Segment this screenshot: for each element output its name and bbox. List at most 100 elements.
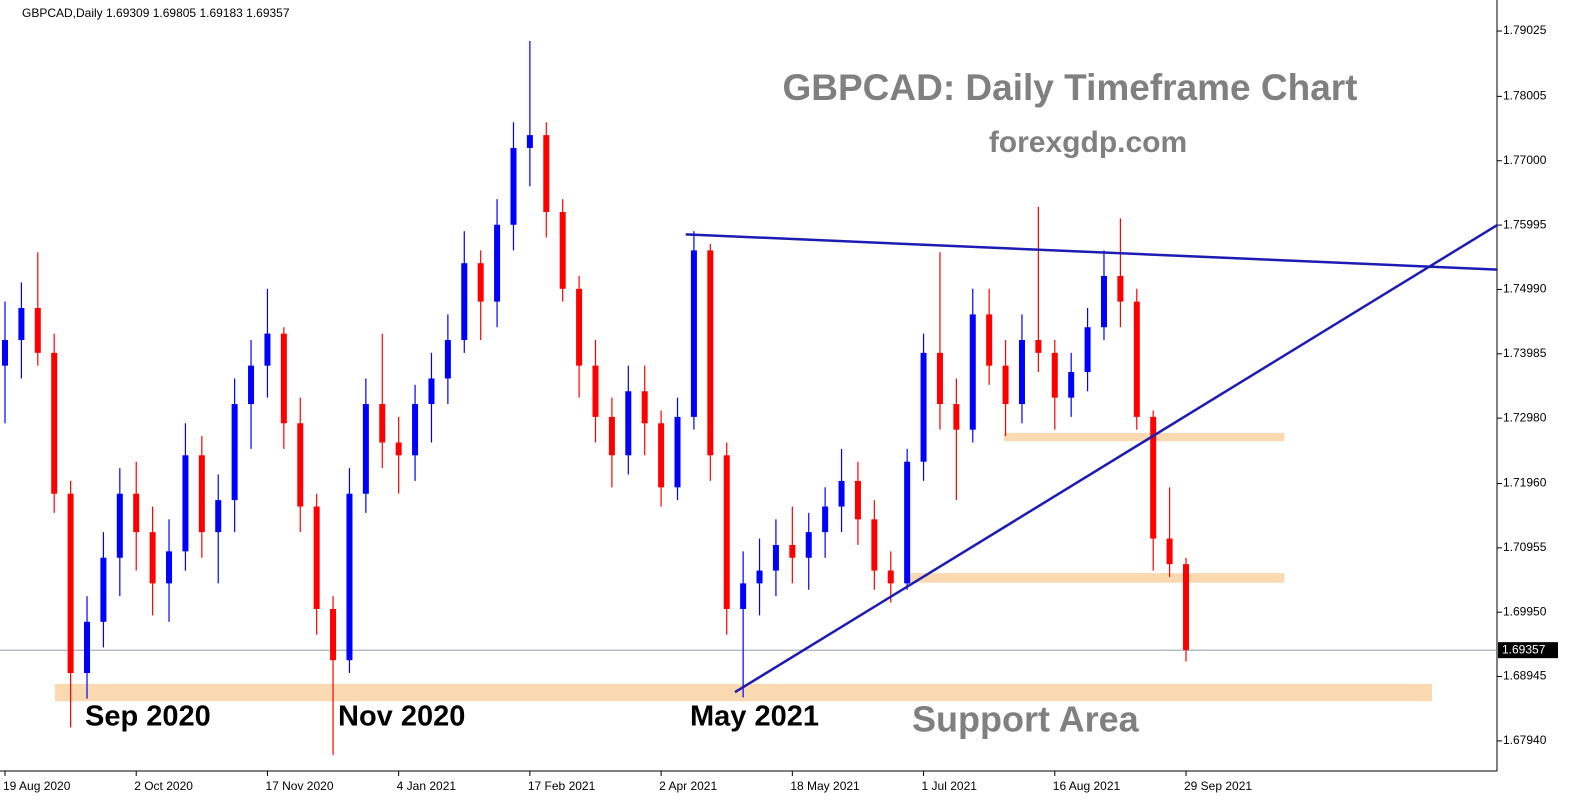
x-tick-label: 29 Sep 2021 — [1184, 779, 1252, 793]
candle-body — [84, 621, 91, 674]
candle-body — [133, 493, 140, 533]
candle-body — [838, 480, 845, 507]
candle-body — [1150, 416, 1157, 539]
candle-body — [887, 570, 894, 584]
candle-body — [412, 404, 419, 456]
chart-subtitle: forexgdp.com — [989, 126, 1187, 159]
x-tick-label: 17 Nov 2020 — [265, 779, 333, 793]
candle-body — [395, 442, 402, 456]
candle-body — [723, 455, 730, 609]
candle-body — [346, 493, 353, 661]
zone — [905, 573, 1285, 583]
candle-body — [658, 423, 665, 488]
trendline — [734, 223, 1499, 694]
candle-body — [248, 365, 255, 405]
candle-body — [67, 493, 74, 674]
candle-body — [805, 532, 812, 558]
candle-body — [362, 404, 369, 494]
candle-body — [1018, 340, 1025, 405]
candle-body — [198, 455, 205, 533]
candle-body — [543, 135, 550, 212]
y-tick-label: 1.75995 — [1503, 217, 1547, 231]
y-tick-label: 1.74990 — [1503, 282, 1547, 296]
x-tick-label: 2 Oct 2020 — [134, 779, 193, 793]
candle-body — [100, 557, 107, 622]
candle-body — [18, 308, 25, 341]
candle-body — [1100, 275, 1107, 328]
candle-body — [182, 455, 189, 552]
chart-title: GBPCAD: Daily Timeframe Chart — [782, 67, 1357, 108]
candle-body — [166, 551, 173, 584]
y-tick-label: 1.78005 — [1503, 89, 1547, 103]
x-tick-label: 2 Apr 2021 — [659, 779, 717, 793]
candle-body — [461, 263, 468, 341]
y-tick-label: 1.72980 — [1503, 410, 1547, 424]
candle-body — [116, 493, 123, 558]
candle-body — [854, 480, 861, 520]
candle-body — [51, 352, 58, 494]
candle-body — [576, 288, 583, 366]
candle-body — [1166, 538, 1173, 565]
candle-body — [1068, 372, 1075, 398]
candle-body — [428, 378, 435, 405]
candle-body — [641, 391, 648, 424]
candle-body — [953, 404, 960, 430]
annotation: Nov 2020 — [338, 701, 465, 733]
candle-body — [674, 416, 681, 488]
annotation: Support Area — [912, 699, 1140, 740]
price-box — [1498, 642, 1558, 659]
candle-body — [2, 340, 8, 366]
candle-body — [477, 263, 484, 302]
x-tick-label: 18 May 2021 — [790, 779, 860, 793]
annotation: Sep 2020 — [85, 701, 211, 733]
candle-body — [231, 404, 238, 501]
candle-body — [280, 333, 287, 424]
candle-body — [1084, 327, 1091, 373]
candle-body — [379, 404, 386, 443]
candle-body — [625, 391, 632, 456]
candle-body — [1051, 352, 1058, 398]
y-tick-label: 1.79025 — [1503, 23, 1547, 37]
candle-body — [592, 365, 599, 417]
price-label: 1.69357 — [1502, 642, 1546, 656]
candle-body — [789, 544, 796, 558]
candle-body — [772, 544, 779, 571]
x-tick-label: 1 Jul 2021 — [922, 779, 978, 793]
candle-body — [1035, 340, 1042, 353]
candle-body — [608, 416, 615, 456]
header: GBPCAD,Daily 1.69309 1.69805 1.69183 1.6… — [22, 6, 290, 20]
candle-body — [690, 250, 697, 417]
x-tick-label: 4 Jan 2021 — [397, 779, 457, 793]
zone — [1003, 432, 1285, 442]
y-tick-label: 1.68945 — [1503, 669, 1547, 683]
candle-body — [904, 461, 911, 584]
candle-body — [264, 333, 271, 366]
candle-body — [871, 519, 878, 571]
candle-body — [822, 506, 829, 533]
candle-body — [1002, 365, 1009, 405]
x-tick-label: 16 Aug 2021 — [1053, 779, 1121, 793]
candle-body — [920, 352, 927, 462]
candle-body — [313, 506, 320, 609]
candle-body — [1183, 564, 1189, 650]
candle-body — [969, 314, 976, 430]
candle-body — [297, 423, 304, 507]
candle-body — [740, 583, 747, 609]
y-tick-label: 1.69950 — [1503, 604, 1547, 618]
x-tick-label: 19 Aug 2020 — [3, 779, 71, 793]
candle-body — [149, 532, 156, 584]
y-tick-label: 1.73985 — [1503, 346, 1547, 360]
candle-body — [707, 250, 714, 456]
candle-body — [510, 147, 517, 225]
y-tick-label: 1.71960 — [1503, 476, 1547, 490]
candle-body — [936, 352, 943, 405]
candle-body — [1117, 275, 1124, 302]
candle-body — [559, 211, 566, 289]
y-tick-label: 1.77000 — [1503, 153, 1547, 167]
y-tick-label: 1.67940 — [1503, 733, 1547, 747]
candle-body — [526, 135, 533, 148]
candle-body — [34, 308, 41, 353]
candle-body — [756, 570, 763, 584]
